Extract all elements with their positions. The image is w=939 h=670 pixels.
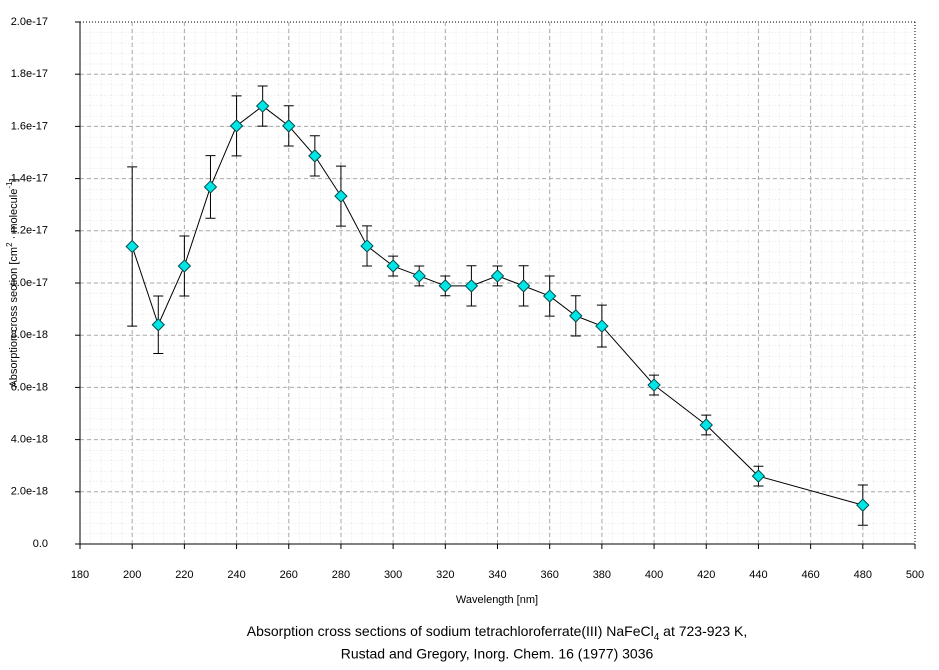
data-point [151, 318, 165, 332]
data-point [177, 259, 192, 273]
x-tick-label: 480 [854, 569, 872, 581]
y-label-part: Absorption cross section [cm [8, 247, 20, 388]
y-tick-label: 1.0e-17 [11, 277, 48, 289]
y-tick-label: 0.0 [33, 538, 48, 550]
y-tick-label: 1.4e-17 [11, 173, 48, 185]
data-point [516, 279, 531, 293]
data-point [595, 319, 609, 333]
data-point [125, 239, 139, 254]
x-tick-label: 300 [384, 569, 402, 581]
data-point [203, 180, 218, 194]
x-tick-label: 460 [801, 569, 819, 581]
marks [125, 85, 870, 526]
data-point [699, 418, 713, 432]
x-tick-label: 180 [71, 569, 89, 581]
data-point [229, 119, 244, 133]
y-tick-label: 1.2e-17 [11, 225, 48, 237]
y-tick-label: 6.0e-18 [11, 381, 48, 393]
data-point [490, 269, 505, 283]
x-axis-label: Wavelength [nm] [456, 594, 538, 606]
data-point [255, 99, 270, 113]
x-tick-label: 400 [645, 569, 663, 581]
y-label-part: · molecule [8, 189, 20, 243]
data-point [856, 498, 870, 512]
caption-part: at 723-923 K, [659, 623, 747, 639]
x-tick-label: 220 [175, 569, 193, 581]
x-tick-label: 420 [697, 569, 715, 581]
x-tick-label: 360 [541, 569, 559, 581]
y-tick-label: 2.0e-17 [11, 16, 48, 28]
data-point [751, 469, 766, 483]
y-label-sup: -1 [5, 181, 14, 189]
y-tick-label: 1.8e-17 [11, 68, 48, 80]
y-tick-label: 1.6e-17 [11, 120, 48, 132]
y-axis-label: Absorption cross section [cm2 · molecule… [5, 178, 20, 387]
y-tick-label: 8.0e-18 [11, 329, 48, 341]
x-tick-label: 240 [227, 569, 245, 581]
caption: Absorption cross sections of sodium tetr… [247, 623, 747, 643]
data-point [334, 189, 348, 203]
y-tick-label: 2.0e-18 [11, 486, 48, 498]
data-point [386, 259, 400, 273]
data-point [464, 279, 479, 293]
x-tick-label: 320 [436, 569, 454, 581]
data-point [647, 378, 661, 392]
x-tick-label: 280 [332, 569, 350, 581]
y-label-sup: 2 [5, 242, 14, 247]
x-tick-label: 440 [749, 569, 767, 581]
x-tick-label: 500 [906, 569, 924, 581]
data-point [308, 149, 322, 163]
data-point [569, 309, 583, 323]
y-label-part: ] [8, 178, 20, 181]
x-tick-label: 260 [280, 569, 298, 581]
y-tick-label: 4.0e-18 [11, 434, 48, 446]
caption: Rustad and Gregory, Inorg. Chem. 16 (197… [341, 646, 654, 662]
caption-sub: 4 [654, 632, 660, 643]
data-point [438, 279, 453, 293]
x-tick-label: 200 [123, 569, 141, 581]
data-point [360, 239, 374, 253]
x-tick-label: 380 [593, 569, 611, 581]
data-point [282, 119, 296, 133]
x-tick-label: 340 [488, 569, 506, 581]
caption-part: Absorption cross sections of sodium tetr… [247, 623, 654, 639]
data-point [542, 289, 557, 303]
data-point [412, 269, 426, 283]
